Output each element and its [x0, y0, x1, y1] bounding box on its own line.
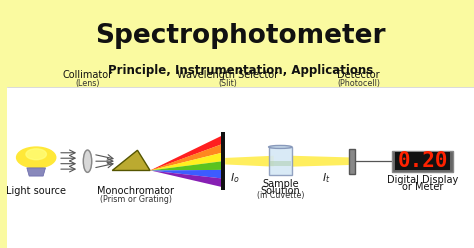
- Text: (Prism or Grating): (Prism or Grating): [100, 195, 172, 204]
- Polygon shape: [150, 144, 223, 170]
- Text: Monochromator: Monochromator: [97, 186, 174, 196]
- Text: 0.20: 0.20: [397, 151, 448, 171]
- FancyBboxPatch shape: [349, 149, 355, 174]
- Text: Sample: Sample: [262, 179, 299, 189]
- Text: Principle, Instrumentation, Applications: Principle, Instrumentation, Applications: [108, 64, 373, 77]
- Polygon shape: [150, 161, 223, 170]
- Text: Spectrophotometer: Spectrophotometer: [95, 23, 386, 49]
- FancyBboxPatch shape: [395, 152, 450, 170]
- Circle shape: [17, 147, 56, 168]
- Text: Digital Display: Digital Display: [387, 175, 458, 185]
- Text: Collimator: Collimator: [63, 70, 112, 80]
- FancyBboxPatch shape: [7, 0, 474, 87]
- Ellipse shape: [83, 150, 91, 172]
- FancyBboxPatch shape: [269, 147, 292, 176]
- Polygon shape: [27, 168, 46, 176]
- Text: Solution: Solution: [260, 186, 300, 195]
- Polygon shape: [112, 150, 150, 170]
- Polygon shape: [150, 153, 223, 170]
- Text: or Meter: or Meter: [402, 182, 443, 191]
- Text: Wavelength Selector: Wavelength Selector: [177, 70, 278, 80]
- Text: (Photocell): (Photocell): [337, 79, 380, 88]
- Circle shape: [26, 149, 46, 160]
- Text: (Slit): (Slit): [218, 79, 237, 88]
- Polygon shape: [150, 170, 223, 179]
- Text: $\mathit{I_t}$: $\mathit{I_t}$: [322, 172, 330, 186]
- FancyBboxPatch shape: [220, 132, 225, 190]
- Ellipse shape: [269, 145, 292, 148]
- Polygon shape: [292, 156, 349, 167]
- Text: (in Cuvette): (in Cuvette): [256, 191, 304, 200]
- Polygon shape: [225, 156, 274, 167]
- Text: $\mathit{I_o}$: $\mathit{I_o}$: [230, 172, 239, 186]
- Polygon shape: [150, 170, 223, 187]
- Polygon shape: [150, 135, 223, 170]
- FancyBboxPatch shape: [392, 151, 453, 172]
- FancyBboxPatch shape: [270, 161, 291, 166]
- Text: Detector: Detector: [337, 70, 380, 80]
- Text: (Lens): (Lens): [75, 79, 100, 88]
- FancyBboxPatch shape: [7, 87, 474, 248]
- Text: Light source: Light source: [6, 186, 66, 196]
